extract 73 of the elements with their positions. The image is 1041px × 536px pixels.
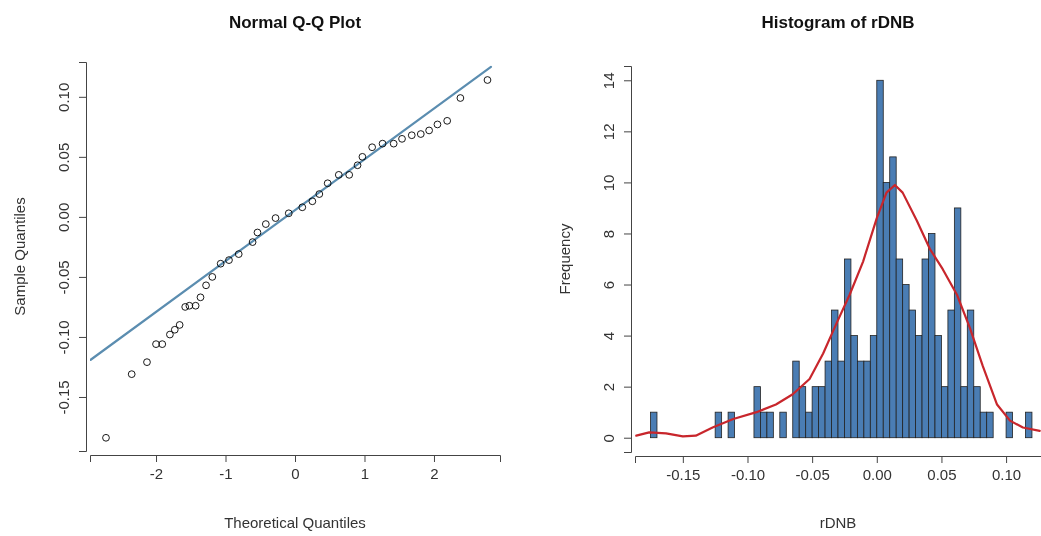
y-tick-label: 14 [600,72,617,90]
point [398,135,406,143]
point [308,197,317,206]
point [483,76,492,84]
point [248,238,257,246]
point [358,153,367,161]
point [166,330,174,339]
point [416,130,425,138]
y-tick-label: 12 [600,123,617,141]
point [425,126,433,135]
y-tick-label: 8 [600,229,617,239]
y-tick-label: -0.15 [55,380,72,415]
point [353,161,362,170]
y-tick-label: -0.05 [55,260,72,295]
point [261,220,270,228]
x-tick-label: 0.05 [927,465,957,483]
point [433,120,442,129]
point [456,94,465,102]
point [196,293,205,302]
point [443,117,452,125]
point [202,281,210,290]
point [315,190,324,198]
point [253,228,262,237]
x-tick-label: 0.00 [862,465,892,483]
y-axis-title: Sample Quantiles [11,197,28,316]
x-axis-title: Theoretical Quantiles [224,514,366,531]
x-tick-label: -0.15 [666,465,701,483]
point [284,209,293,218]
point [378,139,387,148]
x-tick-label: -0.10 [730,465,766,483]
point [102,433,110,442]
x-tick-label: -0.05 [795,465,830,483]
point [298,203,307,212]
point [191,301,200,310]
y-tick-label: 6 [600,280,617,290]
x-tick-label: 2 [430,464,439,482]
y-tick-label: 0.10 [55,82,72,112]
x-tick-label: -1 [219,464,233,482]
y-tick-label: -0.10 [55,320,72,355]
y-tick-label: 4 [600,331,617,341]
point [334,171,343,179]
line-series [635,183,1041,438]
point [185,301,194,310]
point [407,131,416,140]
point [216,259,225,268]
y-tick-label: 2 [600,382,617,392]
x-tick-label: -2 [149,464,164,482]
y-tick-label: 10 [600,174,617,192]
point [170,325,179,334]
x-tick-label: 0.10 [991,465,1022,483]
x-axis-title: rDNB [819,514,857,531]
y-tick-label: 0.00 [55,202,72,232]
point [208,273,217,281]
point [175,321,184,329]
point [271,214,280,222]
point [323,179,332,188]
chart-title: Normal Q-Q Plot [228,13,362,32]
point [143,358,151,366]
y-tick-label: 0 [600,434,617,443]
y-axis-title: Frequency [556,223,573,295]
point [345,171,354,179]
point [225,256,233,264]
point [152,340,160,348]
point [234,250,243,258]
chart-title: Histogram of rDNB [761,13,915,32]
point [181,303,190,311]
point [368,143,376,152]
point [158,340,167,348]
point [127,370,136,378]
y-tick-label: 0.05 [55,142,72,172]
point [389,139,398,148]
x-tick-label: 1 [360,464,370,482]
x-tick-label: 0 [291,464,300,482]
